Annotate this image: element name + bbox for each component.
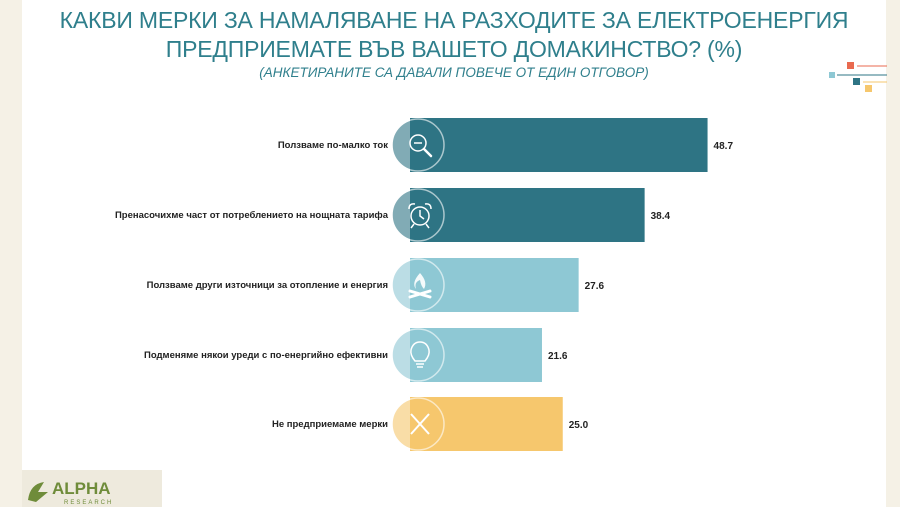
value-label-5: 25.0 xyxy=(569,420,589,431)
magnifier-minus-icon xyxy=(391,118,445,172)
category-label-2: Пренасочихме част от потреблението на но… xyxy=(115,210,389,221)
value-label-1: 48.7 xyxy=(714,141,734,152)
chart-title: КАКВИ МЕРКИ ЗА НАМАЛЯВАНЕ НА РАЗХОДИТЕ З… xyxy=(22,6,886,64)
value-label-2: 38.4 xyxy=(651,211,671,222)
slide: КАКВИ МЕРКИ ЗА НАМАЛЯВАНЕ НА РАЗХОДИТЕ З… xyxy=(22,0,887,507)
value-label-4: 21.6 xyxy=(548,351,568,362)
category-label-3: Ползваме други източници за отопление и … xyxy=(147,280,388,291)
alpha-research-logo: ALPHA RESEARCH xyxy=(22,470,162,507)
category-label-4: Подменяме някои уреди с по-енергийно ефе… xyxy=(144,350,388,361)
bar-2 xyxy=(410,188,645,242)
light-bulb-icon xyxy=(391,328,445,382)
value-label-3: 27.6 xyxy=(585,281,605,292)
title-line-1: КАКВИ МЕРКИ ЗА НАМАЛЯВАНЕ НА РАЗХОДИТЕ З… xyxy=(59,7,849,33)
chart-subtitle: (АНКЕТИРАНИТЕ СА ДАВАЛИ ПОВЕЧЕ ОТ ЕДИН О… xyxy=(259,65,649,80)
bar-chart: Ползваме по-малко ток 48.7 Пренасочихме ча… xyxy=(115,118,734,451)
cross-icon xyxy=(391,397,445,451)
bar-1 xyxy=(410,118,708,172)
logo-subtext: RESEARCH xyxy=(64,500,113,506)
campfire-icon xyxy=(391,258,445,312)
category-label-5: Не предприемаме мерки xyxy=(272,419,388,430)
category-label-1: Ползваме по-малко ток xyxy=(278,140,388,151)
alarm-clock-icon xyxy=(391,188,445,242)
logo-text: ALPHA xyxy=(52,479,111,498)
decorative-squares xyxy=(829,62,887,92)
title-line-2: ПРЕДПРИЕМАТЕ ВЪВ ВАШЕТО ДОМАКИНСТВО? (%) xyxy=(165,36,743,62)
